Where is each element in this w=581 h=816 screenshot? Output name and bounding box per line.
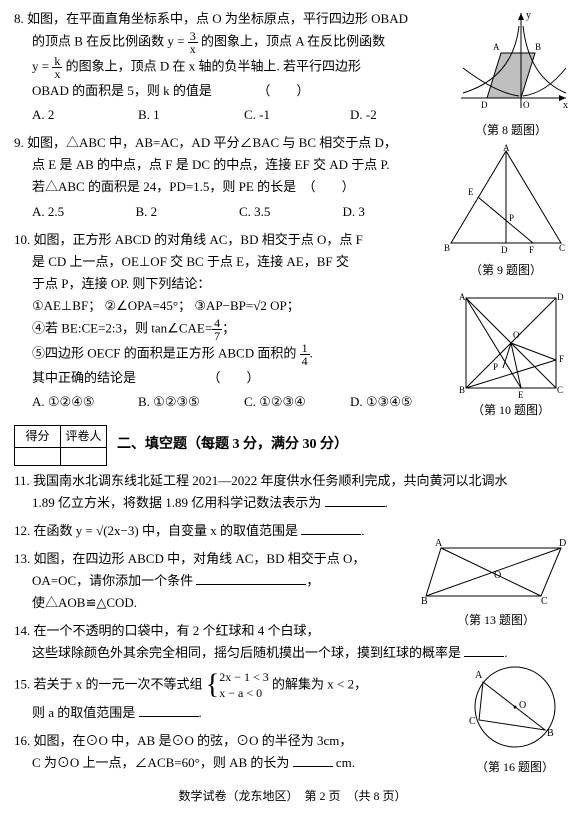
q9-line1: 9. 如图，△ABC 中，AB=AC，AD 平分∠BAC 与 BC 相交于点 D… bbox=[14, 132, 436, 154]
q10-s5: ⑤四边形 OECF 的面积是正方形 ABCD 面积的 14. bbox=[14, 342, 446, 367]
q11-line1: 11. 我国南水北调东线北延工程 2021—2022 年度供水任务顺利完成，共向… bbox=[14, 470, 571, 492]
score-col-1: 得分 bbox=[15, 426, 61, 447]
svg-text:B: B bbox=[421, 596, 428, 607]
figure-q8-caption: （第 8 题图） bbox=[451, 120, 571, 140]
q9-choices: A. 2.5 B. 2 C. 3.5 D. 3 bbox=[14, 201, 436, 223]
figure-q16-caption: （第 16 题图） bbox=[465, 757, 565, 777]
q10-s1: ①AE⊥BF； ②∠OPA=45°； ③AP−BP=√2 OP； bbox=[14, 295, 446, 317]
q9-choice-b: B. 2 bbox=[136, 201, 230, 223]
q13-line1: 13. 如图，在四边形 ABCD 中，对角线 AC，BD 相交于点 O， bbox=[14, 548, 416, 570]
q8-choice-b: B. 1 bbox=[138, 104, 234, 126]
q9-line3: 若△ABC 的面积是 24，PD=1.5，则 PE 的长是 （ ） bbox=[14, 176, 436, 198]
q8-line2: 的顶点 B 在反比例函数 y = 3x 的图象上，顶点 A 在反比例函数 bbox=[14, 30, 446, 55]
q8-choice-c: C. -1 bbox=[244, 104, 340, 126]
svg-text:B: B bbox=[459, 385, 465, 395]
svg-text:B: B bbox=[444, 243, 450, 253]
q9-choice-d: D. 3 bbox=[343, 201, 437, 223]
question-11: 11. 我国南水北调东线北延工程 2021—2022 年度供水任务顺利完成，共向… bbox=[14, 470, 571, 514]
q10-choice-a: A. ①②④⑤ bbox=[32, 391, 128, 413]
q15-blank bbox=[139, 703, 199, 717]
q10-line3: 于点 P，连接 OP. 则下列结论： bbox=[14, 273, 446, 295]
q9-line2: 点 E 是 AB 的中点，点 F 是 DC 的中点，连接 EF 交 AD 于点 … bbox=[14, 154, 436, 176]
q10-choices: A. ①②④⑤ B. ①②③⑤ C. ①②③④ D. ①③④⑤ bbox=[14, 391, 446, 413]
q9-choice-c: C. 3.5 bbox=[239, 201, 333, 223]
svg-text:D: D bbox=[559, 538, 566, 549]
q9-choice-a: A. 2.5 bbox=[32, 201, 126, 223]
q10-line2: 是 CD 上一点，OE⊥OF 交 BC 于点 E，连接 AE，BF 交 bbox=[14, 251, 446, 273]
q8-choice-a: A. 2 bbox=[32, 104, 128, 126]
svg-text:C: C bbox=[559, 243, 565, 253]
q11-blank bbox=[325, 493, 385, 507]
svg-text:E: E bbox=[518, 390, 524, 398]
svg-text:F: F bbox=[559, 354, 564, 364]
q12-blank bbox=[301, 521, 361, 535]
svg-text:C: C bbox=[469, 716, 476, 727]
q10-choice-d: D. ①③④⑤ bbox=[350, 391, 446, 413]
svg-text:A: A bbox=[435, 538, 443, 549]
svg-text:y: y bbox=[526, 10, 531, 21]
q15-tail: 则 a 的取值范围是 . bbox=[14, 702, 461, 724]
figure-q9: A B C D F E P （第 9 题图） bbox=[441, 143, 571, 280]
figure-q10: A B C D O E F P （第 10 题图） bbox=[451, 288, 571, 420]
svg-text:P: P bbox=[493, 362, 498, 372]
q10-choice-c: C. ①②③④ bbox=[244, 391, 340, 413]
svg-text:D: D bbox=[501, 245, 508, 255]
figure-q13: A D B C O （第 13 题图） bbox=[421, 536, 571, 630]
svg-text:x: x bbox=[563, 100, 568, 111]
q8-line3: y = kx 的图象上，顶点 D 在 x 轴的负半轴上. 若平行四边形 bbox=[14, 55, 446, 80]
figure-q10-caption: （第 10 题图） bbox=[451, 400, 571, 420]
figure-q9-caption: （第 9 题图） bbox=[441, 260, 571, 280]
svg-text:C: C bbox=[541, 596, 548, 607]
q8-line1: 8. 如图，在平面直角坐标系中，点 O 为坐标原点，平行四边形 OBAD bbox=[14, 8, 446, 30]
q15-line: 15. 若关于 x 的一元一次不等式组 {2x − 1 < 3x − a < 0… bbox=[14, 670, 461, 701]
figure-q16: A B C O （第 16 题图） bbox=[465, 660, 565, 777]
figure-q8: x y O B A D （第 8 题图） bbox=[451, 8, 571, 140]
svg-text:A: A bbox=[493, 42, 500, 52]
svg-text:A: A bbox=[503, 143, 510, 153]
svg-text:D: D bbox=[481, 100, 488, 110]
svg-text:P: P bbox=[509, 213, 514, 223]
q10-choice-b: B. ①②③⑤ bbox=[138, 391, 234, 413]
svg-text:B: B bbox=[535, 42, 541, 52]
svg-text:D: D bbox=[557, 292, 564, 302]
q10-s4: ④若 BE:CE=2:3，则 tan∠CAE=47； bbox=[14, 317, 446, 342]
score-table: 得分评卷人 bbox=[14, 425, 107, 465]
score-col-2: 评卷人 bbox=[61, 426, 107, 447]
page-footer: 数学试卷（龙东地区） 第 2 页 （共 8 页） bbox=[14, 786, 571, 806]
q11-line2: 1.89 亿立方米，将数据 1.89 亿用科学记数法表示为 . bbox=[14, 492, 571, 514]
svg-text:O: O bbox=[513, 330, 520, 340]
q13-line3: 使△AOB≌△COD. bbox=[14, 592, 416, 614]
section-2-header: 得分评卷人 二、填空题（每题 3 分，满分 30 分） bbox=[14, 419, 571, 469]
svg-text:F: F bbox=[529, 245, 534, 255]
q14-blank bbox=[464, 643, 504, 657]
q16-blank bbox=[293, 753, 333, 767]
q8-choices: A. 2 B. 1 C. -1 D. -2 bbox=[14, 104, 446, 126]
q10-tail: 其中正确的结论是 （ ） bbox=[14, 367, 446, 389]
section-2-title: 二、填空题（每题 3 分，满分 30 分） bbox=[117, 433, 348, 457]
svg-text:A: A bbox=[459, 292, 466, 302]
figure-q13-caption: （第 13 题图） bbox=[421, 610, 571, 630]
svg-text:E: E bbox=[468, 187, 474, 197]
q8-choice-d: D. -2 bbox=[350, 104, 446, 126]
q13-blank bbox=[196, 571, 306, 585]
q13-line2: OA=OC，请你添加一个条件 ， bbox=[14, 570, 416, 592]
svg-text:O: O bbox=[494, 570, 501, 581]
q10-line1: 10. 如图，正方形 ABCD 的对角线 AC，BD 相交于点 O，点 F bbox=[14, 229, 446, 251]
q16-line2: C 为⊙O 上一点，∠ACB=60°，则 AB 的长为 cm. bbox=[14, 752, 461, 774]
svg-text:O: O bbox=[519, 700, 526, 711]
svg-text:A: A bbox=[475, 670, 483, 681]
svg-text:C: C bbox=[557, 385, 563, 395]
q8-line4: OBAD 的面积是 5，则 k 的值是 （ ） bbox=[14, 80, 446, 102]
svg-text:B: B bbox=[547, 728, 554, 739]
q16-line1: 16. 如图，在⊙O 中，AB 是⊙O 的弦，⊙O 的半径为 3cm， bbox=[14, 730, 461, 752]
svg-text:O: O bbox=[523, 100, 530, 110]
